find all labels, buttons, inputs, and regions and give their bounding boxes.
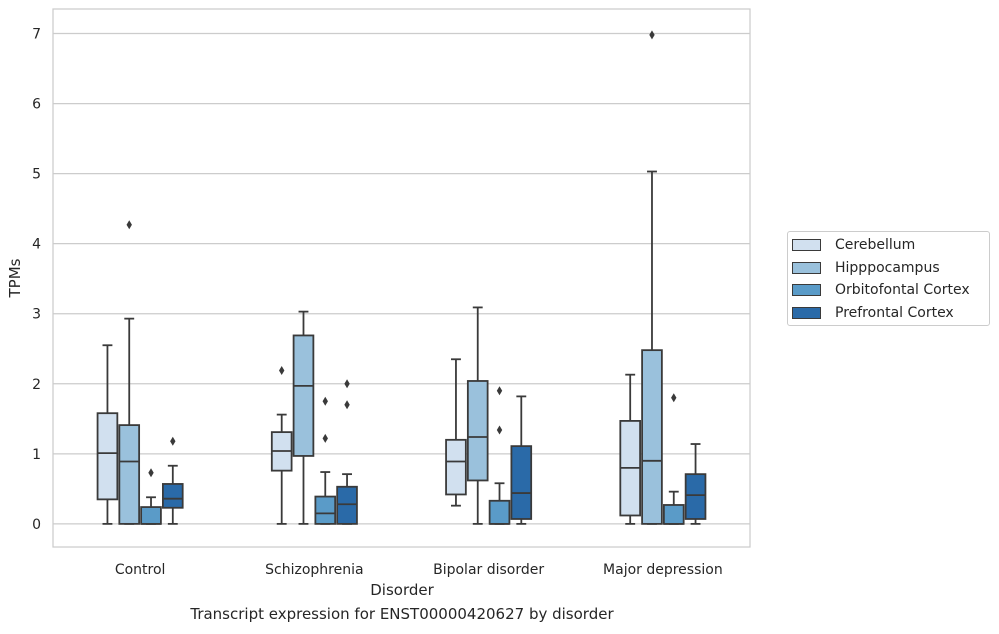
box bbox=[684, 473, 707, 520]
box bbox=[466, 380, 489, 482]
y-tick-label: 1 bbox=[32, 447, 41, 463]
y-tick-label: 0 bbox=[32, 517, 41, 533]
y-tick-label: 2 bbox=[32, 377, 41, 393]
x-tick-label: Control bbox=[115, 562, 166, 578]
y-tick-label: 5 bbox=[32, 167, 41, 183]
outlier-point bbox=[496, 425, 503, 435]
x-tick-labels: Control Schizophrenia Bipolar disorder Majo… bbox=[115, 562, 723, 578]
box bbox=[140, 506, 162, 525]
box bbox=[510, 445, 533, 520]
outlier-point bbox=[322, 396, 328, 406]
outlier-point bbox=[322, 433, 328, 443]
box bbox=[445, 438, 467, 496]
legend-label: Hipppocampus bbox=[835, 260, 940, 276]
legend-label: Cerebellum bbox=[835, 237, 916, 253]
chart-caption: Transcript expression for ENST0000042062… bbox=[190, 605, 614, 623]
legend-label: Prefrontal Cortex bbox=[835, 305, 954, 321]
x-axis-label: Disorder bbox=[370, 581, 434, 599]
box bbox=[641, 349, 663, 525]
legend-swatch-cerebellum bbox=[792, 239, 821, 251]
grid-lines bbox=[53, 32, 750, 525]
box bbox=[314, 495, 337, 525]
outlier-point bbox=[279, 365, 285, 375]
y-tick-label: 7 bbox=[32, 27, 41, 43]
boxes-layer bbox=[96, 30, 707, 525]
outlier-point bbox=[148, 468, 154, 478]
legend-item-prefrontal-cortex: Prefrontal Cortex bbox=[792, 303, 954, 323]
x-tick-label: Schizophrenia bbox=[265, 562, 363, 578]
box bbox=[336, 485, 358, 525]
outlier-point bbox=[496, 386, 503, 396]
legend-swatch-hippocampus bbox=[792, 262, 821, 274]
outlier-point bbox=[649, 30, 655, 40]
outlier-point bbox=[126, 220, 132, 230]
legend-item-orbitofrontal-cortex: Orbitofontal Cortex bbox=[792, 280, 970, 300]
y-axis-label: TPMs bbox=[6, 258, 24, 298]
legend-swatch-orbitofrontal-cortex bbox=[792, 284, 821, 296]
y-tick-label: 4 bbox=[32, 237, 41, 253]
plot-area-frame bbox=[52, 8, 751, 548]
legend: Cerebellum Hipppocampus Orbitofontal Cor… bbox=[787, 231, 990, 326]
x-tick-label: Major depression bbox=[603, 562, 723, 578]
legend-label: Orbitofontal Cortex bbox=[835, 282, 970, 298]
box bbox=[662, 504, 685, 525]
x-tick-label: Bipolar disorder bbox=[433, 562, 544, 578]
outlier-point bbox=[344, 379, 350, 389]
outlier-point bbox=[671, 393, 677, 403]
y-tick-labels: 0 1 2 3 4 5 6 7 bbox=[32, 27, 41, 533]
legend-item-cerebellum: Cerebellum bbox=[792, 235, 915, 255]
outlier-point bbox=[344, 400, 350, 410]
y-tick-label: 3 bbox=[32, 307, 41, 323]
box bbox=[96, 412, 119, 501]
legend-swatch-prefrontal-cortex bbox=[792, 307, 821, 319]
box bbox=[292, 334, 315, 457]
box bbox=[118, 424, 141, 525]
box bbox=[488, 499, 511, 525]
outlier-point bbox=[170, 436, 176, 446]
legend-item-hippocampus: Hipppocampus bbox=[792, 258, 940, 278]
y-tick-label: 6 bbox=[32, 97, 41, 113]
box bbox=[162, 483, 184, 509]
